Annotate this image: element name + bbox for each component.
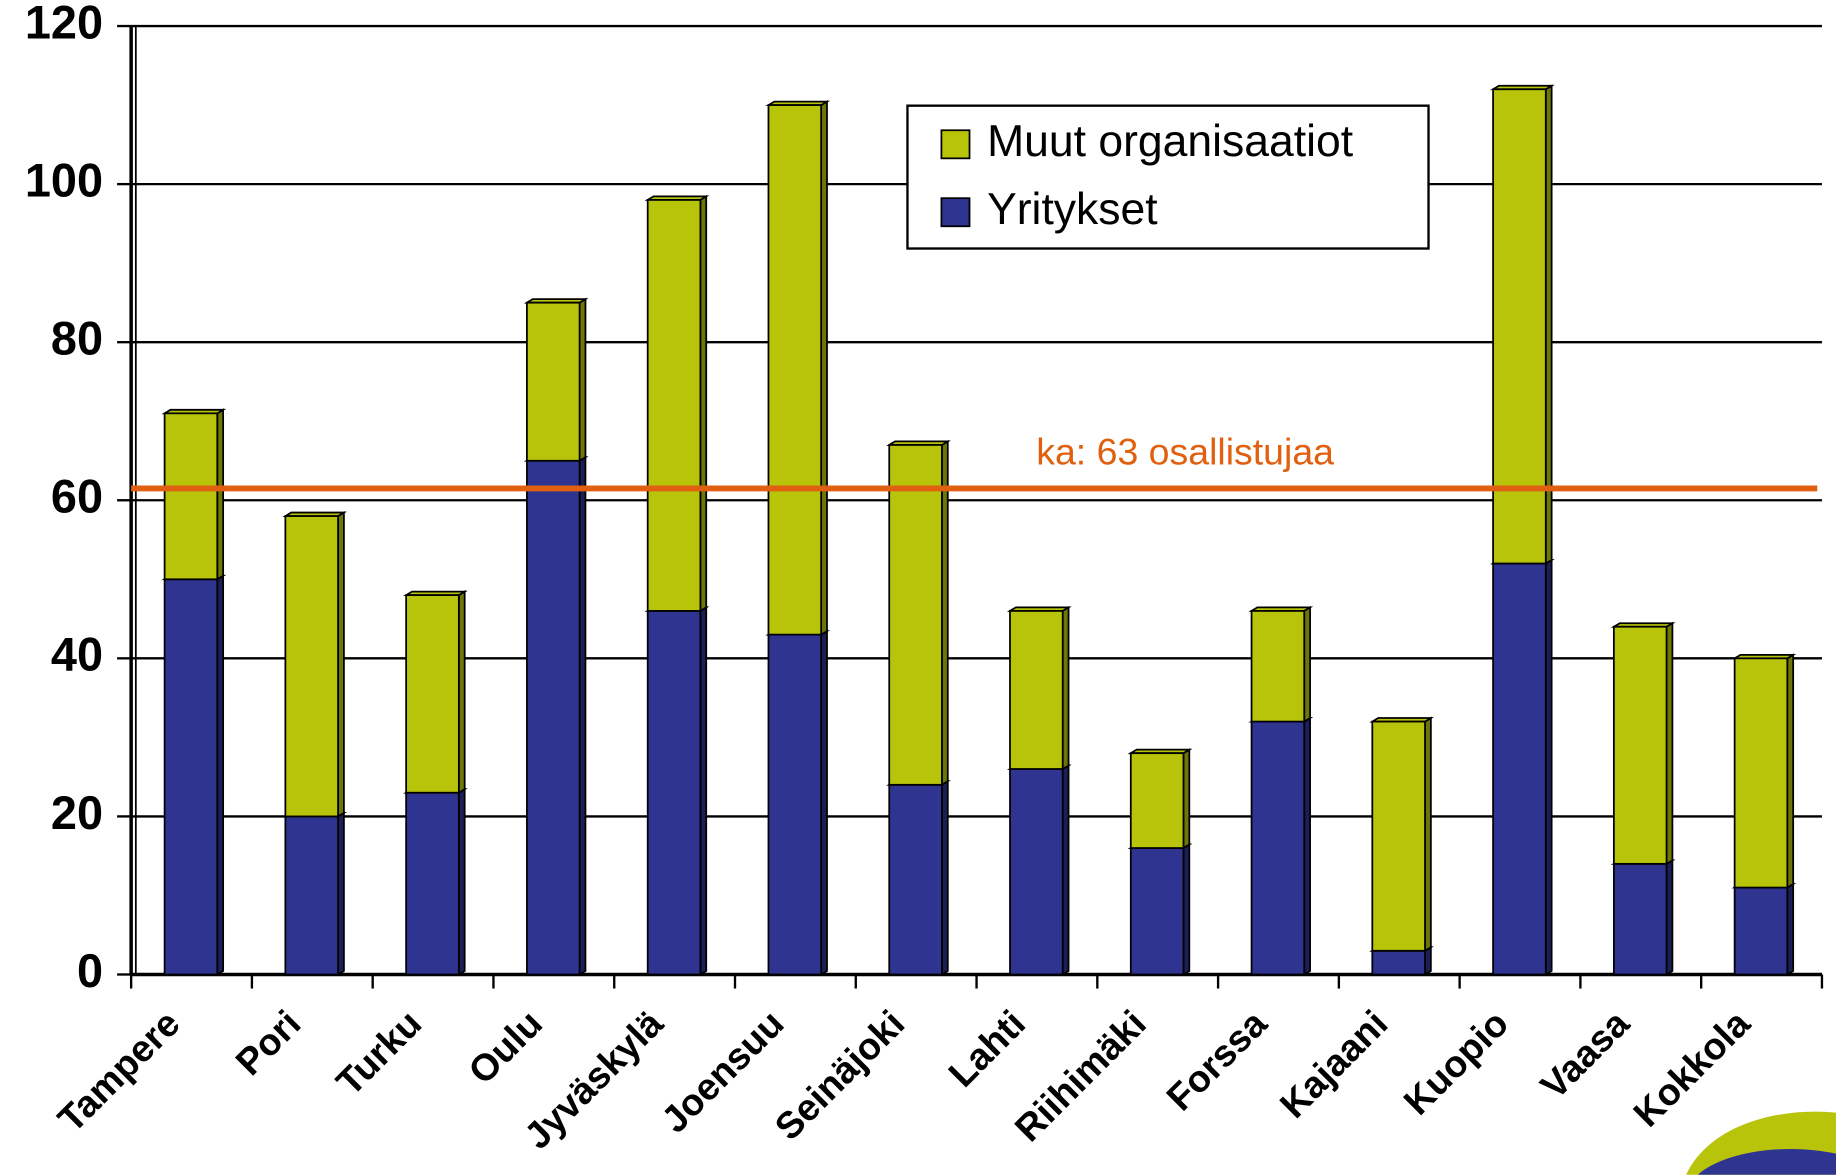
bar-side [1182, 842, 1191, 977]
annotation: ka: 63 osallistujaa [1036, 430, 1334, 472]
x-tick-label: Forssa [1158, 1001, 1275, 1118]
bar [526, 459, 581, 976]
legend-swatch [940, 129, 971, 160]
bar [1733, 886, 1789, 976]
bar [1250, 610, 1306, 723]
bar [1612, 862, 1668, 976]
legend-label: Muut organisaatiot [987, 117, 1354, 166]
bar [284, 515, 339, 818]
bar [1009, 610, 1064, 770]
logo [1697, 1148, 1836, 1175]
y-tick-label: 100 [25, 154, 103, 206]
bar [646, 610, 702, 976]
y-tick-label: 80 [51, 313, 103, 365]
x-tick-label: Seinäjoki [766, 1002, 912, 1148]
bar [888, 783, 943, 976]
bar [767, 104, 823, 636]
bar [1492, 562, 1547, 976]
x-tick-label: Kokkola [1625, 1001, 1759, 1135]
legend [906, 104, 1430, 250]
bar [1129, 752, 1185, 849]
bar [646, 199, 702, 612]
x-tick-label: Vaasa [1532, 1001, 1638, 1107]
bar [1250, 720, 1306, 976]
x-tick-label: Kuopio [1395, 1002, 1516, 1123]
bar [1371, 949, 1426, 976]
x-tick-label: Lahti [940, 1002, 1033, 1095]
bar-side [1182, 748, 1191, 850]
bar [405, 791, 460, 976]
x-tick-label: Kajaani [1272, 1002, 1396, 1126]
x-tick-label: Riihimäki [1007, 1002, 1154, 1149]
bar [1612, 625, 1668, 865]
bar [284, 815, 339, 976]
bar [1733, 657, 1789, 889]
bar [1371, 720, 1426, 952]
bar [163, 412, 219, 581]
y-tick-label: 0 [77, 945, 103, 997]
y-tick-label: 40 [51, 629, 103, 681]
y-tick-label: 60 [51, 471, 103, 523]
bar [526, 301, 581, 462]
bar [163, 578, 219, 976]
bar [767, 633, 823, 976]
x-tick-label: Turku [328, 1002, 429, 1103]
bar [1129, 847, 1185, 976]
bar [888, 444, 943, 786]
y-tick-label: 120 [25, 0, 103, 48]
y-tick-label: 20 [51, 787, 103, 839]
legend-swatch [940, 197, 971, 228]
x-tick-label: Tampere [50, 1002, 188, 1140]
bar [1492, 88, 1547, 565]
bar [1009, 768, 1064, 976]
x-tick-label: Pori [227, 1002, 308, 1083]
legend-label: Yritykset [987, 185, 1158, 234]
x-tick-label: Oulu [460, 1002, 550, 1092]
bar [405, 594, 460, 794]
